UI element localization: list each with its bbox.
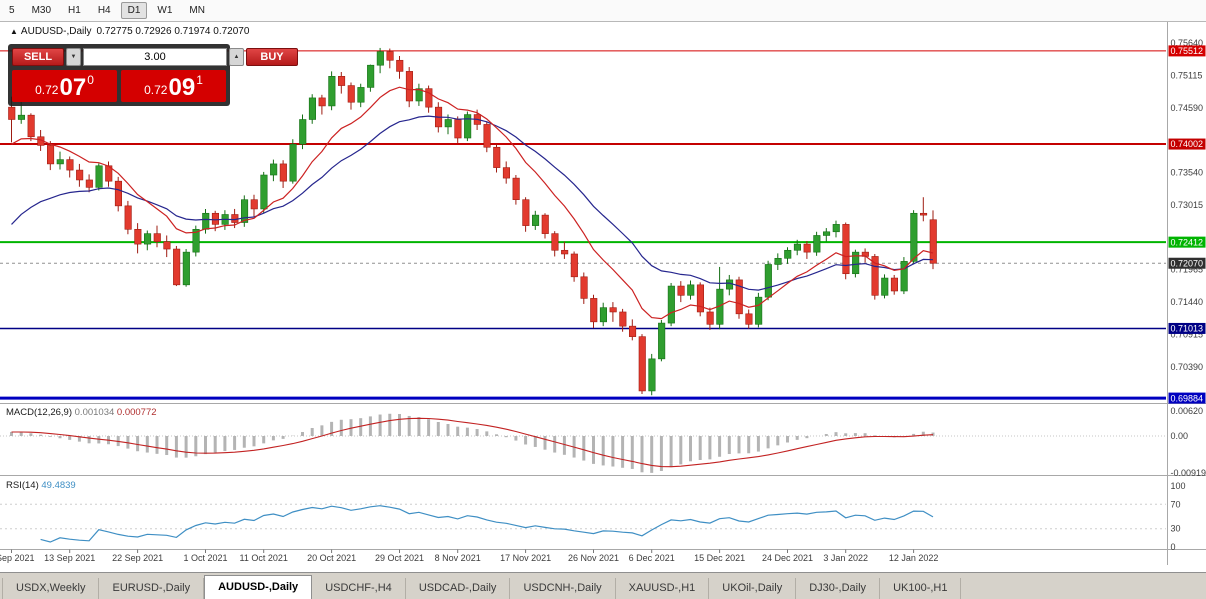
macd-axis[interactable]: 0.00620 0.00 -0.00919 [1171, 406, 1206, 478]
ask-price-point: 1 [196, 73, 203, 87]
chart-tab-usdchf-h4[interactable]: USDCHF-,H4 [312, 578, 406, 599]
svg-text:0.75512: 0.75512 [1171, 46, 1204, 56]
one-click-trading-panel: SELL ▼ ▲ BUY 0.72 07 0 0.72 09 1 [8, 44, 298, 106]
svg-text:0: 0 [1171, 542, 1176, 552]
svg-text:22 Sep 2021: 22 Sep 2021 [112, 553, 163, 563]
trade-controls-row: SELL ▼ ▲ BUY [12, 48, 298, 66]
chart-tab-audusd-daily[interactable]: AUDUSD-,Daily [204, 575, 313, 599]
panel-dividers[interactable] [0, 22, 1206, 565]
svg-text:8 Nov 2021: 8 Nov 2021 [435, 553, 481, 563]
svg-text:0.71440: 0.71440 [1171, 297, 1204, 307]
timeframe-button-mn[interactable]: MN [182, 2, 212, 19]
moving-averages-group [11, 86, 934, 320]
timeframe-button-d1[interactable]: D1 [120, 2, 148, 19]
chart-tabs-bar: USDX,Weekly EURUSD-,Daily AUDUSD-,Daily USD… [0, 572, 1206, 599]
svg-text:0.74002: 0.74002 [1171, 139, 1204, 149]
timeframe-button-m30[interactable]: M30 [25, 2, 58, 19]
chart-title: ▲ AUDUSD-,Daily 0.72775 0.72926 0.71974 0.… [10, 26, 249, 37]
svg-text:0.72070: 0.72070 [1171, 258, 1204, 268]
svg-text:0.73015: 0.73015 [1171, 200, 1204, 210]
collapse-arrow-icon[interactable]: ▲ [10, 27, 18, 36]
chart-tab-usdcad-daily[interactable]: USDCAD-,Daily [406, 578, 511, 599]
svg-text:30: 30 [1171, 524, 1181, 534]
date-axis[interactable]: 3 Sep 2021 13 Sep 2021 22 Sep 2021 1 Oct 20… [0, 549, 939, 564]
chart-ohlc-values: 0.72775 0.72926 0.71974 0.72070 [96, 26, 250, 37]
chart-tab-dj30-daily[interactable]: DJ30-,Daily [796, 578, 881, 599]
svg-text:29 Oct 2021: 29 Oct 2021 [375, 553, 424, 563]
chart-tab-uk100-h1[interactable]: UK100-,H1 [880, 578, 962, 599]
trade-prices-row: 0.72 07 0 0.72 09 1 [12, 70, 226, 102]
bid-price-point: 0 [87, 73, 94, 87]
svg-text:0.73540: 0.73540 [1171, 168, 1204, 178]
chart-tab-ukoil-daily[interactable]: UKOil-,Daily [709, 578, 797, 599]
svg-text:0.70915: 0.70915 [1171, 329, 1204, 339]
candles-group [8, 47, 937, 396]
svg-text:15 Dec 2021: 15 Dec 2021 [694, 553, 745, 563]
volume-input[interactable] [83, 48, 227, 66]
svg-text:20 Oct 2021: 20 Oct 2021 [307, 553, 356, 563]
svg-text:0.71965: 0.71965 [1171, 265, 1204, 275]
chart-symbol-label: AUDUSD-,Daily [20, 26, 92, 37]
svg-text:6 Dec 2021: 6 Dec 2021 [629, 553, 675, 563]
svg-text:0.70390: 0.70390 [1171, 362, 1204, 372]
volume-up-button[interactable]: ▲ [229, 48, 244, 66]
macd-panel [0, 413, 1166, 473]
svg-text:24 Dec 2021: 24 Dec 2021 [762, 553, 813, 563]
svg-text:70: 70 [1171, 499, 1181, 509]
svg-text:1 Oct 2021: 1 Oct 2021 [183, 553, 227, 563]
rsi-indicator-label: RSI(14) 49.4839 [6, 480, 76, 491]
chart-tab-usdcnh-daily[interactable]: USDCNH-,Daily [510, 578, 616, 599]
svg-text:-0.00919: -0.00919 [1171, 468, 1206, 478]
svg-text:0.75115: 0.75115 [1171, 70, 1203, 80]
volume-down-button[interactable]: ▼ [66, 48, 81, 66]
macd-indicator-label: MACD(12,26,9) 0.001034 0.000772 [6, 407, 157, 418]
svg-text:3 Sep 2021: 3 Sep 2021 [0, 553, 35, 563]
rsi-axis[interactable]: 100 70 30 0 [1171, 481, 1186, 552]
svg-text:0.00: 0.00 [1171, 431, 1189, 441]
svg-text:0.00620: 0.00620 [1171, 406, 1204, 416]
timeframe-button-h4[interactable]: H4 [91, 2, 118, 19]
buy-button[interactable]: BUY [246, 48, 298, 66]
svg-text:0.69884: 0.69884 [1171, 393, 1204, 403]
price-axis[interactable]: 0.75640 0.75115 0.74590 0.73540 0.73015 0.719… [1168, 38, 1206, 404]
bid-price-big-digits: 07 [59, 74, 87, 101]
svg-text:13 Sep 2021: 13 Sep 2021 [44, 553, 95, 563]
svg-text:17 Nov 2021: 17 Nov 2021 [500, 553, 551, 563]
timeframe-button-h1[interactable]: H1 [61, 2, 88, 19]
bid-price-prefix: 0.72 [35, 83, 59, 97]
svg-text:0.71013: 0.71013 [1171, 324, 1204, 334]
bid-price-display[interactable]: 0.72 07 0 [12, 70, 117, 102]
timeframe-toolbar: 5 M30 H1 H4 D1 W1 MN [0, 0, 1206, 22]
sell-button[interactable]: SELL [12, 48, 64, 66]
timeframe-button-w1[interactable]: W1 [150, 2, 179, 19]
rsi-panel [0, 503, 1166, 543]
svg-text:100: 100 [1171, 481, 1186, 491]
svg-text:11 Oct 2021: 11 Oct 2021 [240, 553, 288, 563]
chart-tab-xauusd-h1[interactable]: XAUUSD-,H1 [616, 578, 710, 599]
ask-price-prefix: 0.72 [144, 83, 168, 97]
chart-area: 0.75640 0.75115 0.74590 0.73540 0.73015 0.719… [0, 22, 1206, 572]
timeframe-button-5[interactable]: 5 [2, 2, 22, 19]
svg-text:0.75640: 0.75640 [1171, 38, 1204, 48]
chart-tab-eurusd-daily[interactable]: EURUSD-,Daily [99, 578, 205, 599]
svg-text:0.72412: 0.72412 [1171, 237, 1204, 247]
svg-text:12 Jan 2022: 12 Jan 2022 [889, 553, 939, 563]
chart-canvas[interactable]: 0.75640 0.75115 0.74590 0.73540 0.73015 0.719… [0, 22, 1206, 572]
ask-price-big-digits: 09 [168, 74, 196, 101]
svg-text:26 Nov 2021: 26 Nov 2021 [568, 553, 619, 563]
svg-text:0.74590: 0.74590 [1171, 103, 1204, 113]
ask-price-display[interactable]: 0.72 09 1 [121, 70, 226, 102]
chart-tab-usdx-weekly[interactable]: USDX,Weekly [2, 578, 100, 599]
svg-text:3 Jan 2022: 3 Jan 2022 [823, 553, 868, 563]
